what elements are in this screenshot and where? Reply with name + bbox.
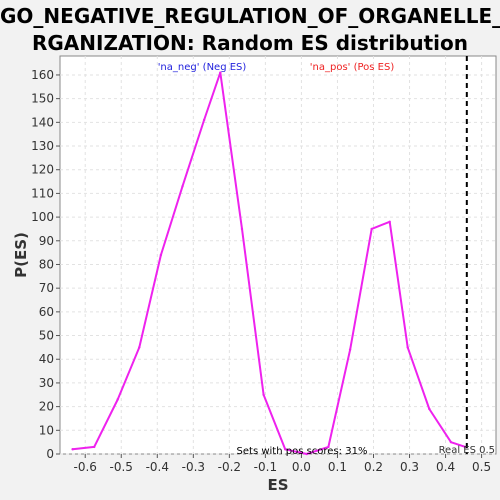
y-tick-label: 0	[46, 447, 54, 461]
data-point	[159, 253, 163, 257]
data-point	[305, 452, 309, 456]
y-tick-label: 120	[31, 163, 54, 177]
x-tick-label: 0.4	[436, 460, 455, 474]
data-point	[370, 227, 373, 231]
y-tick-label: 140	[31, 115, 54, 129]
real-es-label: Real ES 0.5	[439, 445, 495, 456]
y-tick-label: 40	[39, 352, 54, 366]
x-tick-label: 0.3	[400, 460, 419, 474]
series-line	[72, 71, 466, 455]
x-tick-label: -0.3	[182, 460, 205, 474]
y-tick-label: 100	[31, 210, 54, 224]
y-tick-label: 20	[39, 400, 54, 414]
data-point	[428, 407, 431, 411]
y-tick-label: 130	[31, 139, 54, 153]
y-tick-label: 110	[31, 186, 54, 200]
chart-title-line2: RGANIZATION: Random ES distribution	[31, 31, 468, 55]
data-point	[327, 445, 330, 449]
x-axis-ticks: -0.6 -0.5 -0.4 -0.3 -0.2 -0.1 0.0 0.1 0.2 0.3 0.4 0…	[74, 454, 491, 474]
data-point	[240, 227, 244, 231]
legend-label: 'na_neg' (Neg ES)	[158, 62, 247, 73]
data-point	[388, 220, 391, 224]
data-point	[262, 393, 265, 396]
data-point	[406, 346, 409, 349]
data-point	[348, 348, 352, 351]
x-tick-label: 0.5	[472, 460, 491, 474]
pos-scores-annotation: Sets with pos scores: 31%	[237, 446, 368, 457]
x-tick-label: -0.5	[110, 460, 133, 474]
legend-label: 'na_pos' (Pos ES)	[310, 62, 395, 73]
x-tick-label: -0.6	[74, 460, 97, 474]
x-tick-label: 0.1	[328, 460, 347, 474]
data-point	[116, 398, 119, 401]
data-point	[93, 445, 96, 449]
grid	[60, 56, 496, 455]
x-tick-label: -0.2	[218, 460, 241, 474]
y-tick-label: 30	[39, 376, 54, 390]
x-tick-label: -0.1	[254, 460, 277, 474]
data-point	[71, 448, 74, 451]
y-tick-label: 70	[39, 281, 54, 295]
chart-title: GO_NEGATIVE_REGULATION_OF_ORGANELLE_O RG…	[0, 0, 500, 57]
legend: 'na_neg' (Neg ES) 'na_pos' (Pos ES)	[158, 62, 395, 73]
plot-area	[59, 55, 497, 455]
data-point	[219, 71, 222, 74]
data-point	[202, 118, 206, 122]
y-tick-label: 50	[39, 329, 54, 343]
y-tick-label: 150	[31, 92, 54, 106]
chart-title-line1: GO_NEGATIVE_REGULATION_OF_ORGANELLE_O	[0, 4, 500, 28]
data-point	[138, 346, 141, 349]
x-tick-label: -0.4	[146, 460, 169, 474]
y-tick-label: 90	[39, 234, 54, 248]
y-axis-label: P(ES)	[12, 232, 30, 278]
y-axis-ticks: 0 10 20 30 40 50 60 70 80 90 100 110 120 130 140 150 160	[31, 68, 60, 461]
x-tick-label: 0.0	[292, 460, 311, 474]
series-layer	[71, 71, 467, 456]
y-tick-label: 10	[39, 423, 54, 437]
data-point	[284, 448, 287, 451]
x-axis-label: ES	[267, 476, 288, 494]
y-tick-label: 60	[39, 305, 54, 319]
y-tick-label: 80	[39, 257, 54, 271]
data-point	[181, 185, 184, 188]
x-tick-label: 0.2	[364, 460, 383, 474]
y-tick-label: 160	[31, 68, 54, 82]
data-point	[449, 440, 453, 444]
real-es-marker: Real ES 0.5	[439, 56, 495, 456]
